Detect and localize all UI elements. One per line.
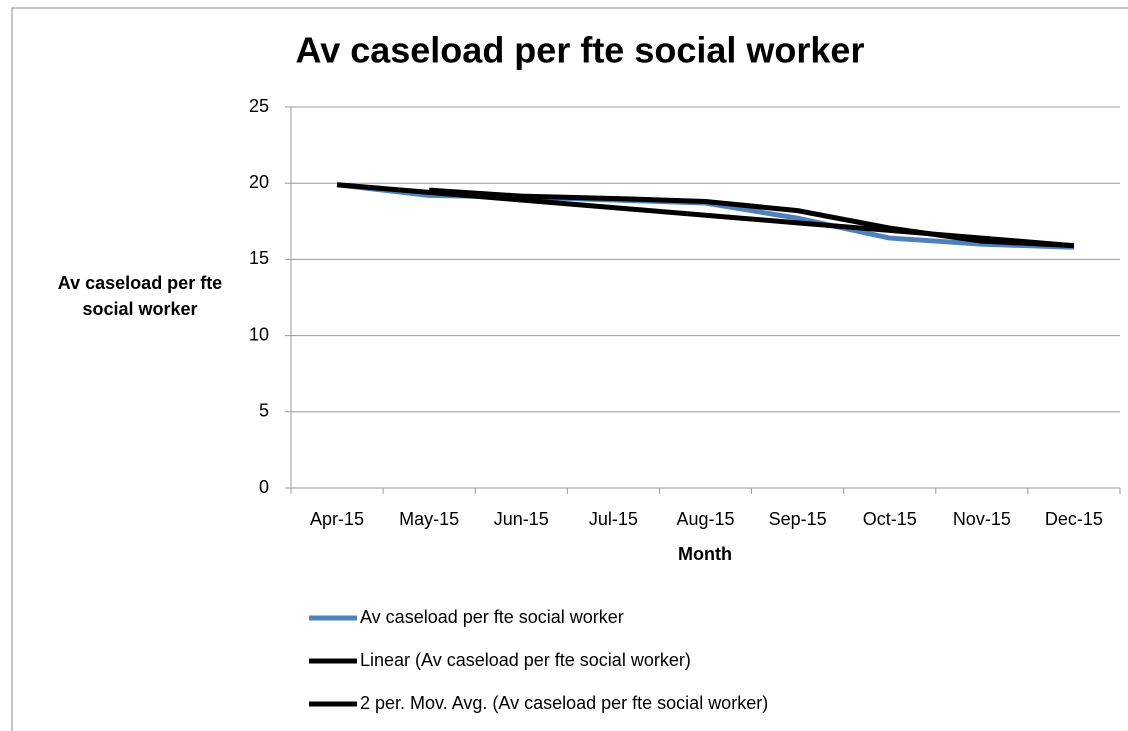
- x-axis-label: Month: [678, 544, 732, 564]
- y-tick-label: 0: [259, 477, 269, 497]
- y-tick-label: 15: [249, 248, 269, 268]
- y-tick-label: 5: [259, 401, 269, 421]
- chart-title: Av caseload per fte social worker: [296, 30, 865, 71]
- x-tick-label: Aug-15: [676, 509, 734, 529]
- x-tick-label: Oct-15: [863, 509, 917, 529]
- x-tick-label: Jun-15: [494, 509, 549, 529]
- x-tick-label: Sep-15: [769, 509, 827, 529]
- series-line: [429, 187, 1075, 249]
- legend-label: Av caseload per fte social worker: [360, 607, 624, 627]
- x-tick-label: Apr-15: [310, 509, 364, 529]
- x-tick-label: Nov-15: [953, 509, 1011, 529]
- x-tick-label: May-15: [399, 509, 459, 529]
- x-tick-label: Dec-15: [1045, 509, 1103, 529]
- x-tick-label: Jul-15: [589, 509, 638, 529]
- legend-label: Linear (Av caseload per fte social worke…: [360, 650, 691, 670]
- y-tick-label: 10: [249, 324, 269, 344]
- chart-frame: [11, 7, 1128, 731]
- y-axis-label: Av caseload per fte social worker: [57, 273, 223, 319]
- y-tick-label: 25: [249, 96, 269, 116]
- y-tick-label: 20: [249, 172, 269, 192]
- legend-label: 2 per. Mov. Avg. (Av caseload per fte so…: [360, 693, 768, 713]
